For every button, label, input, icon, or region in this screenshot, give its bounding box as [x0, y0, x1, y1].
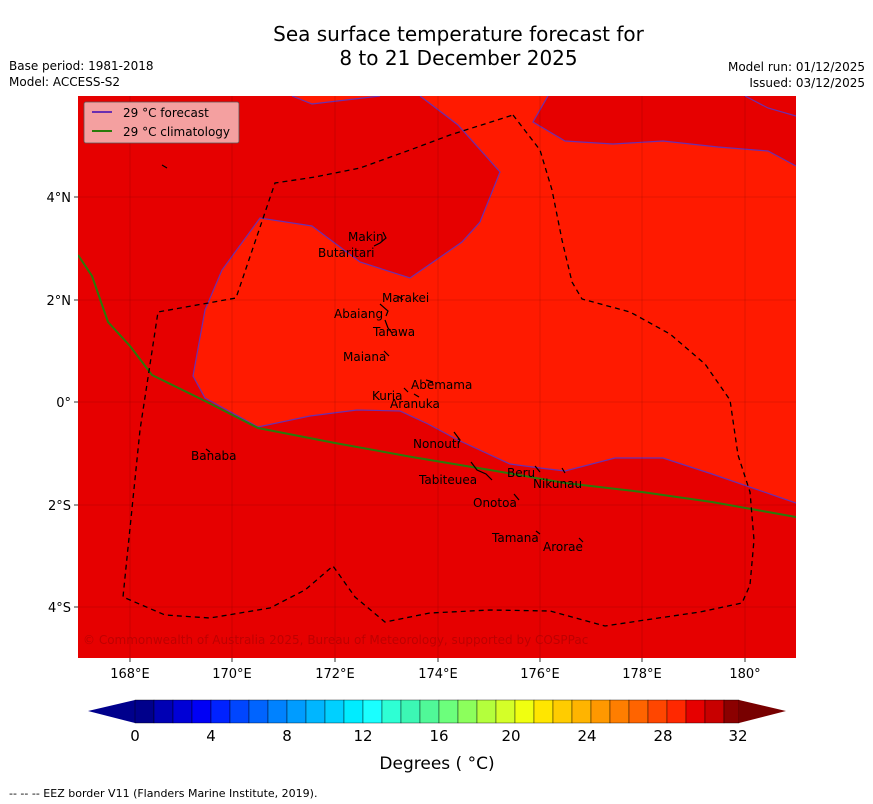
- forecast-contour-main: [192, 96, 796, 504]
- colorbar-low-extension: [88, 700, 135, 723]
- map-legend: 29 °C forecast 29 °C climatology: [83, 101, 240, 144]
- lon-174e: 174°E: [418, 667, 458, 682]
- model-run: Model run: 01/12/2025: [727, 60, 865, 74]
- legend-forecast-label: 29 °C forecast: [123, 106, 209, 120]
- lat-4n: 4°N: [47, 191, 72, 206]
- cbar-tick-4: 4: [206, 727, 216, 745]
- label-abaiang: Abaiang: [334, 307, 383, 321]
- base-period: Base period: 1981-2018: [9, 59, 154, 73]
- colorbar-label: Degrees ( °C): [379, 754, 494, 774]
- label-onotoa: Onotoa: [473, 496, 517, 510]
- label-aranuka: Aranuka: [390, 397, 440, 411]
- cbar-tick-0: 0: [130, 727, 140, 745]
- model-name: Model: ACCESS-S2: [9, 75, 121, 89]
- forecast-contour-east: [532, 96, 796, 167]
- legend-box: [83, 101, 240, 144]
- lat-2s: 2°S: [48, 499, 71, 514]
- latitude-labels: 4°N 2°N 0° 2°S 4°S: [47, 191, 72, 616]
- grid-lines: [78, 96, 796, 658]
- label-tarawa: Tarawa: [372, 325, 415, 339]
- label-nikunau: Nikunau: [533, 477, 582, 491]
- label-tabiteuea: Tabiteuea: [418, 473, 477, 487]
- label-kuria: Kuria: [372, 389, 403, 403]
- lon-178e: 178°E: [622, 667, 662, 682]
- copyright-text: © Commonwealth of Australia 2025, Bureau…: [83, 633, 588, 647]
- map-plot-area: Makin Butaritari Marakei Abaiang Tarawa …: [78, 96, 796, 658]
- label-butaritari: Butaritari: [318, 246, 375, 260]
- island-labels: Makin Butaritari Marakei Abaiang Tarawa …: [191, 230, 583, 554]
- cbar-tick-24: 24: [577, 727, 596, 745]
- label-marakei: Marakei: [382, 291, 429, 305]
- longitude-labels: 168°E 170°E 172°E 174°E 176°E 178°E 180°: [110, 667, 760, 682]
- cbar-tick-32: 32: [728, 727, 747, 745]
- lon-170e: 170°E: [212, 667, 252, 682]
- map-title: Sea surface temperature forecast for 8 t…: [0, 22, 873, 70]
- cbar-tick-12: 12: [353, 727, 372, 745]
- lat-2n: 2°N: [47, 294, 72, 309]
- forecast-contour-north: [291, 96, 381, 105]
- label-makin: Makin: [348, 230, 384, 244]
- sst-region-above-30-main: [193, 96, 796, 503]
- label-abemama: Abemama: [411, 378, 472, 392]
- colorbar-swatches: [134, 699, 740, 724]
- label-banaba: Banaba: [191, 449, 237, 463]
- cbar-tick-16: 16: [429, 727, 448, 745]
- colorbar-tick-labels: 0 4 8 12 16 20 24 28 32: [130, 727, 747, 745]
- issued-date: Issued: 03/12/2025: [749, 76, 865, 90]
- footnote: -- -- -- EEZ border V11 (Flanders Marine…: [9, 787, 317, 800]
- lon-176e: 176°E: [520, 667, 560, 682]
- lat-4s: 4°S: [48, 601, 71, 616]
- cbar-tick-8: 8: [282, 727, 292, 745]
- lat-0: 0°: [56, 396, 71, 411]
- island-outlines: [161, 164, 584, 543]
- eez-border: [122, 114, 755, 627]
- lon-168e: 168°E: [110, 667, 150, 682]
- label-arorae: Arorae: [543, 540, 583, 554]
- label-nonouti: Nonouti: [413, 437, 460, 451]
- lon-180: 180°: [729, 667, 760, 682]
- label-tamana: Tamana: [491, 531, 539, 545]
- cbar-tick-28: 28: [653, 727, 672, 745]
- cbar-tick-20: 20: [501, 727, 520, 745]
- label-beru: Beru: [507, 466, 535, 480]
- colorbar: 0 4 8 12 16 20 24 28 32 Degrees ( °C): [88, 699, 786, 774]
- legend-climatology-label: 29 °C climatology: [123, 125, 230, 139]
- climatology-29-line: [78, 254, 796, 518]
- colorbar-high-extension: [739, 700, 786, 723]
- axis-ticks: [74, 196, 746, 662]
- title-line-2: 8 to 21 December 2025: [339, 46, 578, 70]
- forecast-contour-east-top: [744, 96, 796, 117]
- lon-172e: 172°E: [315, 667, 355, 682]
- title-line-1: Sea surface temperature forecast for: [273, 22, 644, 46]
- label-maiana: Maiana: [343, 350, 386, 364]
